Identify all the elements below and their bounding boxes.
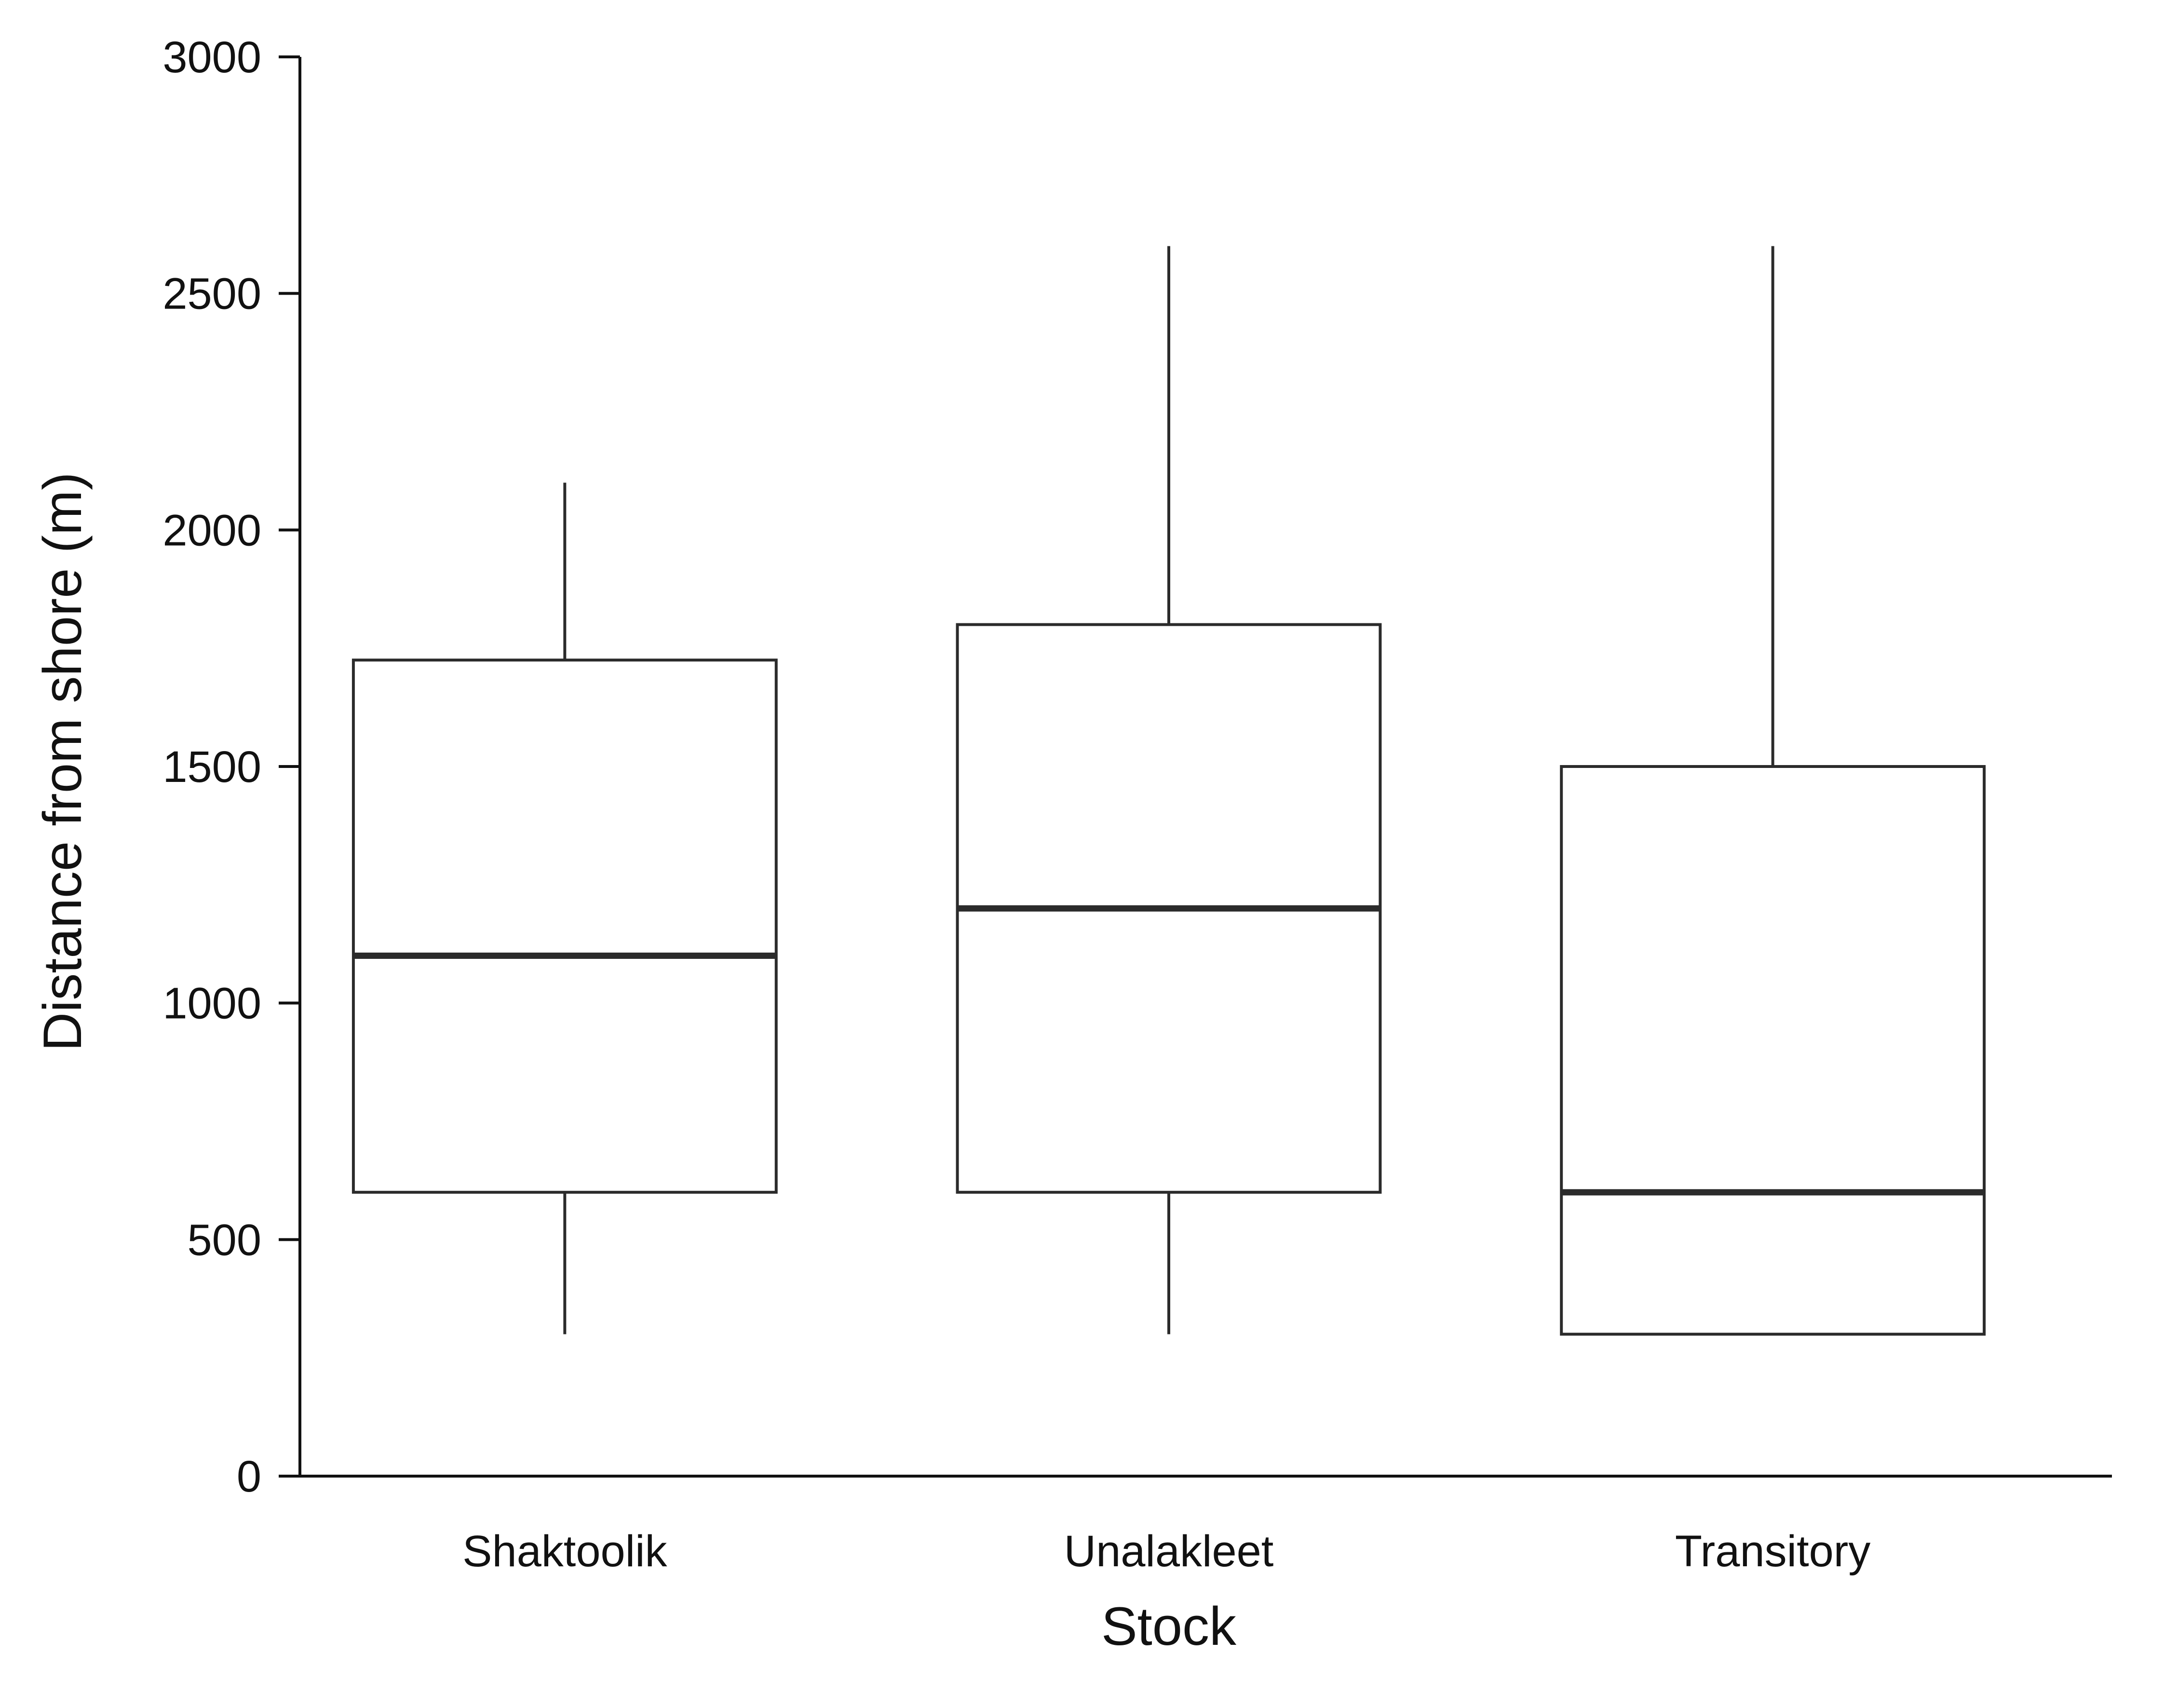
iqr-box (352, 659, 778, 1194)
boxes-layer (352, 246, 1986, 1336)
y-tick-label: 1000 (162, 979, 261, 1028)
y-axis-title: Distance from shore (m) (32, 472, 93, 1051)
box-transitory (1560, 246, 1986, 1336)
x-category-label: Transitory (1675, 1527, 1871, 1576)
x-axis-category-labels: Shaktoolik Unalakleet Transitory (462, 1527, 1870, 1576)
axes-layer (298, 57, 2112, 1478)
y-tick-label: 1500 (162, 742, 261, 792)
y-tick-label: 500 (188, 1215, 262, 1264)
y-axis-ticks: 0 500 1000 1500 2000 2500 3000 (162, 33, 300, 1501)
x-category-label: Unalakleet (1064, 1527, 1274, 1576)
box-unalakleet (956, 246, 1382, 1334)
box-shaktoolik (352, 483, 778, 1334)
y-tick-label: 0 (237, 1452, 261, 1501)
iqr-box (1560, 765, 1986, 1336)
y-tick-label: 2000 (162, 506, 261, 555)
x-axis-title: Stock (1101, 1596, 1237, 1656)
x-category-label: Shaktoolik (462, 1527, 667, 1576)
y-tick-label: 3000 (162, 33, 261, 82)
y-tick-label: 2500 (162, 269, 261, 319)
